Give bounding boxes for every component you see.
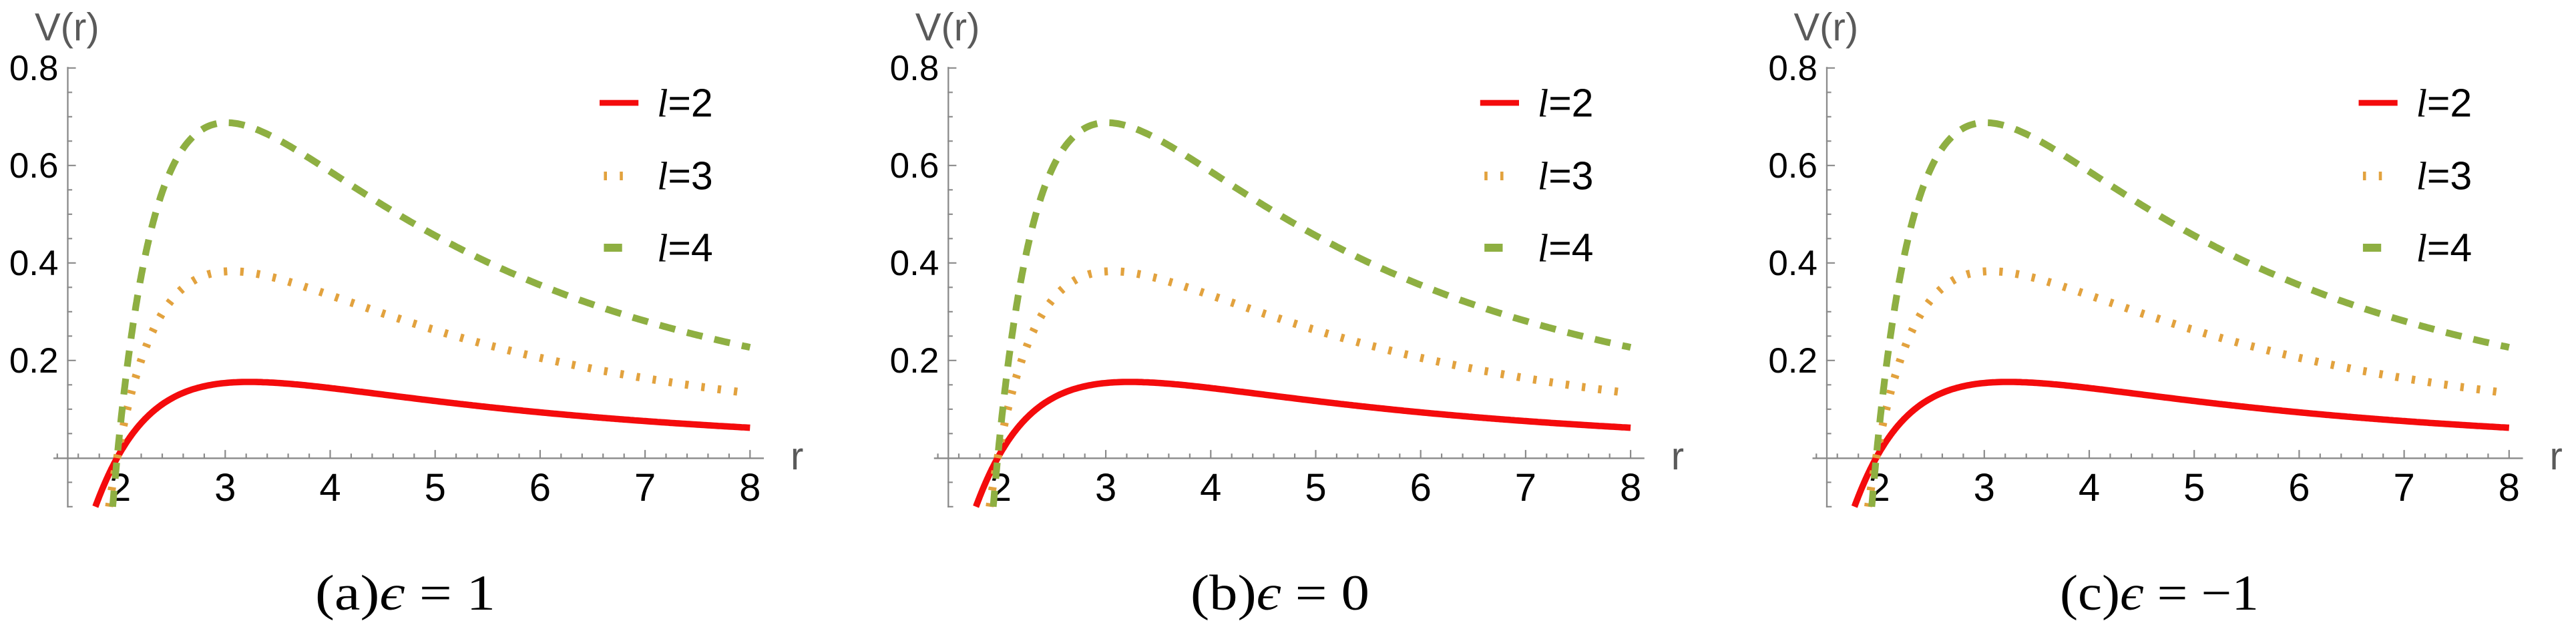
svg-text:(c)є = −1: (c)є = −1 xyxy=(2060,566,2259,621)
svg-text:(a)є = 1: (a) є = 1 xyxy=(315,566,495,621)
svg-text:(b)є = 0: (b) є = 0 xyxy=(1191,566,1369,621)
